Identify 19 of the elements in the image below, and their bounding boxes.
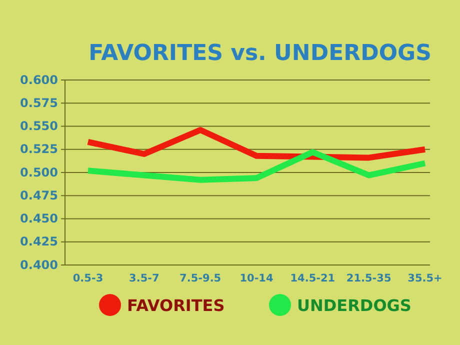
legend-label: FAVORITES (127, 296, 225, 315)
x-tick-label: 7.5-9.5 (180, 272, 222, 285)
x-tick-label: 14.5-21 (290, 272, 336, 285)
x-tick-label: 35.5+ (408, 272, 442, 285)
y-tick-label: 0.600 (20, 72, 58, 87)
y-tick-label: 0.450 (20, 212, 58, 226)
legend-label: UNDERDOGS (297, 296, 412, 315)
x-tick-label: 10-14 (240, 272, 274, 285)
y-tick-label: 0.525 (20, 142, 58, 156)
chart-title: FAVORITES vs. UNDERDOGS (88, 41, 432, 66)
y-tick-label: 0.400 (20, 258, 58, 272)
x-tick-label: 0.5-3 (72, 272, 104, 285)
y-tick-label: 0.550 (20, 119, 58, 134)
y-tick-label: 0.575 (20, 96, 58, 110)
x-tick-label: 3.5-7 (129, 272, 160, 285)
y-tick-label: 0.500 (20, 165, 58, 180)
y-tick-label: 0.475 (20, 188, 58, 202)
y-tick-label: 0.425 (20, 234, 58, 249)
x-tick-label: 21.5-35 (346, 272, 392, 285)
